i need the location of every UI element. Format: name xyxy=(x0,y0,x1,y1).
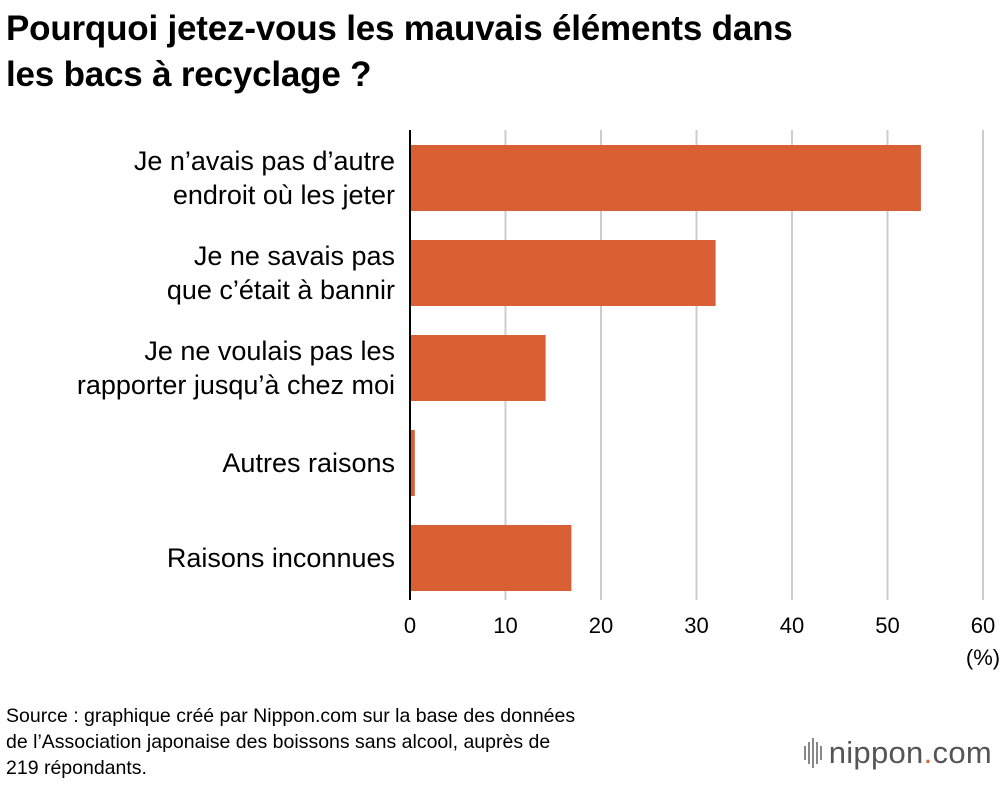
x-tick-label-0: 0 xyxy=(404,613,416,638)
x-tick-label-60: 60 xyxy=(971,613,995,638)
nippon-logo: nippon. com xyxy=(803,733,992,773)
category-label-3-line-1: Je ne voulais pas les xyxy=(144,336,395,366)
x-tick-label-10: 10 xyxy=(493,613,517,638)
bar-3 xyxy=(410,335,546,401)
chart-title: Pourquoi jetez-vous les mauvais éléments… xyxy=(6,6,966,98)
bar-1 xyxy=(410,145,921,211)
logo-bars-icon xyxy=(803,738,822,768)
chart-title-line-2: les bacs à recyclage ? xyxy=(6,55,372,94)
category-label-2-line-2: que c’était à bannir xyxy=(167,275,395,305)
source-note: Source : graphique créé par Nippon.com s… xyxy=(6,703,746,781)
category-label-4: Autres raisons xyxy=(222,448,395,478)
bar-4 xyxy=(410,430,415,496)
logo-tld: com xyxy=(932,735,992,770)
category-label-1: Je n’avais pas d’autre endroit où les jet… xyxy=(134,146,395,210)
category-label-5: Raisons inconnues xyxy=(167,543,395,573)
x-tick-label-30: 30 xyxy=(684,613,708,638)
category-label-3: Je ne voulais pas les rapporter jusqu’à c… xyxy=(77,336,395,400)
category-label-4-line-1: Autres raisons xyxy=(222,448,395,478)
category-label-1-line-2: endroit où les jeter xyxy=(173,180,395,210)
source-line-3: 219 répondants. xyxy=(6,757,147,779)
logo-name: nippon xyxy=(828,735,924,770)
logo-dot: . xyxy=(923,735,933,770)
x-tick-label-20: 20 xyxy=(589,613,613,638)
x-tick-label-50: 50 xyxy=(875,613,899,638)
bar-chart: Je n’avais pas d’autre endroit où les jet… xyxy=(77,130,1000,670)
category-label-5-line-1: Raisons inconnues xyxy=(167,543,395,573)
category-label-2-line-1: Je ne savais pas xyxy=(194,241,395,271)
x-tick-label-40: 40 xyxy=(780,613,804,638)
bar-2 xyxy=(410,240,716,306)
bar-5 xyxy=(410,525,572,591)
source-line-2: de l’Association japonaise des boissons … xyxy=(6,731,551,753)
category-label-2: Je ne savais pas que c’était à bannir xyxy=(167,241,395,305)
chart-title-line-1: Pourquoi jetez-vous les mauvais éléments… xyxy=(6,9,793,48)
x-axis-unit: (%) xyxy=(966,645,1000,670)
category-label-3-line-2: rapporter jusqu’à chez moi xyxy=(77,370,395,400)
category-label-1-line-1: Je n’avais pas d’autre xyxy=(134,146,395,176)
source-line-1: Source : graphique créé par Nippon.com s… xyxy=(6,705,576,727)
